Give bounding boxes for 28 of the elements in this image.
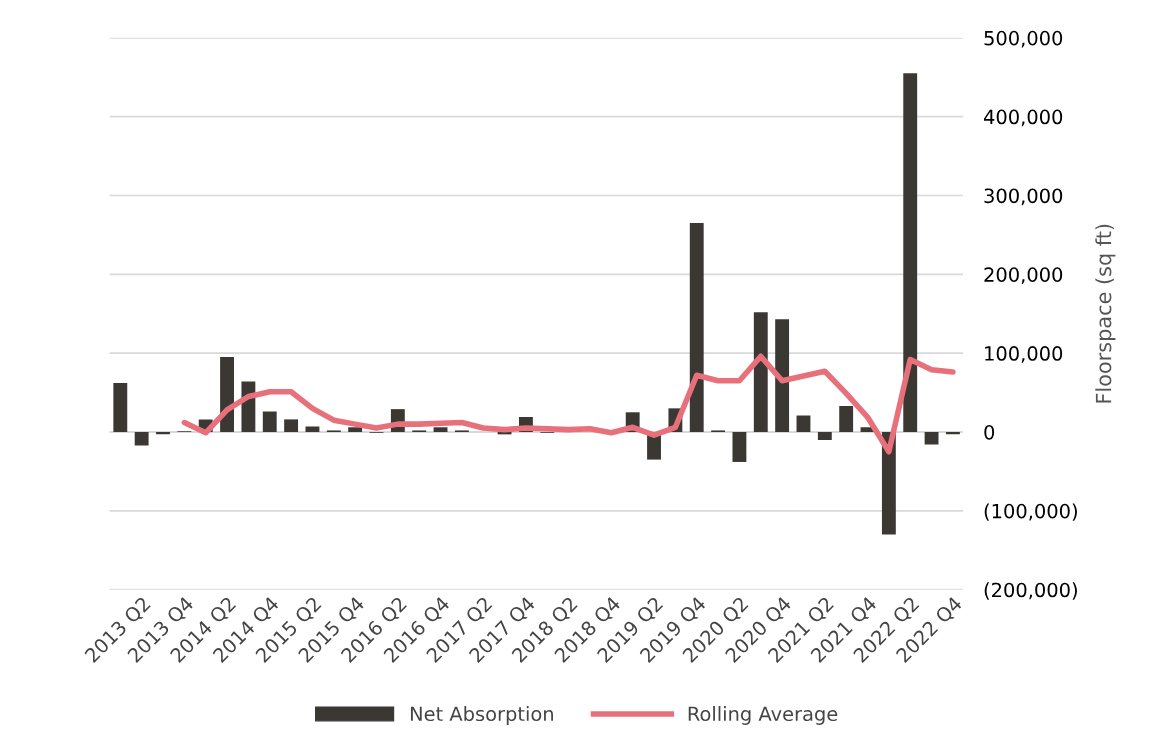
bar (689, 223, 704, 432)
bar (220, 357, 234, 432)
bar (817, 432, 832, 440)
y-tick-label: 500,000 (984, 30, 1063, 48)
y-tick-label: (100,000) (984, 503, 1077, 521)
y-tick-label: 300,000 (984, 188, 1063, 206)
bar (113, 383, 128, 432)
bar (903, 73, 918, 432)
bar (284, 419, 299, 432)
bar (305, 426, 320, 432)
bar (775, 319, 790, 432)
y-tick-label: (200,000) (984, 582, 1077, 600)
y-tick-label: 0 (984, 424, 995, 440)
bar (924, 432, 939, 445)
bar (348, 427, 363, 432)
legend-label: Net Absorption (410, 706, 553, 725)
bar (433, 427, 448, 432)
legend-label: Rolling Average (688, 706, 838, 725)
bar (839, 405, 854, 432)
bar (262, 411, 277, 432)
bar (753, 312, 768, 432)
y-tick-label: 400,000 (983, 109, 1063, 127)
bar (134, 432, 149, 446)
y-tick-label: 100,000 (985, 346, 1063, 363)
bar (796, 415, 811, 432)
y-tick-label: 200,000 (984, 267, 1063, 284)
bar (732, 432, 747, 462)
y-axis-title: Floorspace (sq ft) (1095, 224, 1116, 403)
